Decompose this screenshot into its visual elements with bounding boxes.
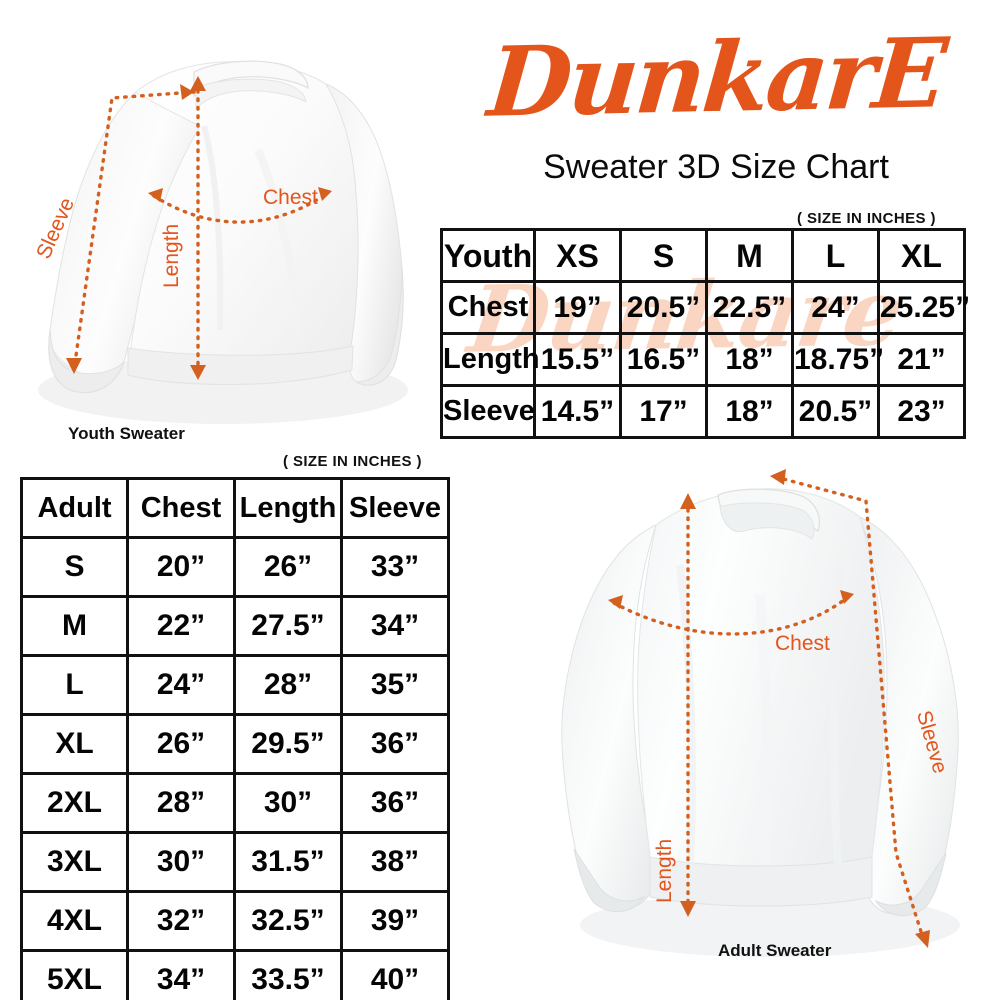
youth-row-label-sleeve: Sleeve (440, 384, 536, 439)
youth-chest-dimension-label: Chest (263, 186, 318, 209)
youth-sleeve-l: 20.5” (791, 384, 880, 439)
youth-sleeve-m: 18” (705, 384, 794, 439)
youth-size-units-note: ( SIZE IN INCHES ) (797, 210, 936, 227)
youth-length-dimension-label: Length (160, 223, 183, 288)
youth-col-header-m: M (705, 228, 794, 283)
adult-chest-2xl: 28” (126, 772, 236, 834)
youth-length-xs: 15.5” (533, 332, 622, 387)
page-title: Sweater 3D Size Chart (543, 148, 889, 186)
adult-size-xl: XL (20, 713, 129, 775)
adult-sweater-illustration (560, 445, 998, 975)
youth-length-measure-arrow (190, 76, 206, 380)
table-row-header: Youth XS S M L XL (440, 228, 966, 283)
table-row: M 22” 27.5” 34” (20, 595, 450, 657)
adult-chest-5xl: 34” (126, 949, 236, 1000)
adult-length-l: 28” (233, 654, 343, 716)
adult-size-units-note: ( SIZE IN INCHES ) (283, 453, 422, 470)
table-row: 2XL 28” 30” 36” (20, 772, 450, 834)
adult-length-measure-arrow (680, 493, 696, 917)
table-row: S 20” 26” 33” (20, 536, 450, 598)
youth-length-m: 18” (705, 332, 794, 387)
adult-size-3xl: 3XL (20, 831, 129, 893)
adult-sleeve-measure-arrow (770, 469, 930, 948)
adult-length-xl: 29.5” (233, 713, 343, 775)
youth-sweater-illustration (8, 30, 438, 450)
table-row: 3XL 30” 31.5” 38” (20, 831, 450, 893)
adult-size-table: Adult Chest Length Sleeve S 20” 26” 33” … (20, 477, 450, 1000)
brand-header: DunkarE Sweater 3D Size Chart (446, 16, 986, 208)
table-row: Chest 19” 20.5” 22.5” 24” 25.25” (440, 280, 970, 335)
adult-sleeve-s: 33” (340, 536, 450, 598)
adult-sweater-graphic (561, 469, 960, 957)
adult-chest-3xl: 30” (126, 831, 236, 893)
table-row: Length 15.5” 16.5” 18” 18.75” 21” (440, 332, 966, 387)
youth-chest-xl: 25.25” (877, 280, 970, 335)
youth-col-header-xl: XL (877, 228, 966, 283)
youth-chest-measure-arrow (148, 187, 332, 224)
adult-length-m: 27.5” (233, 595, 343, 657)
adult-size-s: S (20, 536, 129, 598)
adult-length-4xl: 32.5” (233, 890, 343, 952)
adult-length-3xl: 31.5” (233, 831, 343, 893)
adult-col-header-chest: Chest (126, 477, 236, 539)
adult-chest-4xl: 32” (126, 890, 236, 952)
adult-size-l: L (20, 654, 129, 716)
youth-chest-m: 22.5” (705, 280, 794, 335)
table-row: 4XL 32” 32.5” 39” (20, 890, 450, 952)
adult-col-header-sleeve: Sleeve (340, 477, 450, 539)
youth-chest-xs: 19” (533, 280, 622, 335)
table-row: L 24” 28” 35” (20, 654, 450, 716)
adult-chest-l: 24” (126, 654, 236, 716)
adult-sleeve-4xl: 39” (340, 890, 450, 952)
youth-col-header-s: S (619, 228, 708, 283)
adult-length-s: 26” (233, 536, 343, 598)
table-row: XL 26” 29.5” 36” (20, 713, 450, 775)
table-row: 5XL 34” 33.5” 40” (20, 949, 450, 1000)
adult-sleeve-xl: 36” (340, 713, 450, 775)
adult-size-4xl: 4XL (20, 890, 129, 952)
youth-row-label-length: Length (440, 332, 540, 387)
youth-chest-s: 20.5” (619, 280, 708, 335)
youth-sweater-graphic (38, 60, 408, 424)
youth-size-table: Youth XS S M L XL Chest 19” 20.5” 22.5” … (440, 228, 970, 439)
youth-sweater-caption: Youth Sweater (68, 424, 185, 443)
youth-sleeve-xl: 23” (877, 384, 966, 439)
adult-length-dimension-label: Length (653, 838, 676, 903)
youth-sleeve-measure-arrow (66, 84, 196, 374)
adult-size-2xl: 2XL (20, 772, 129, 834)
adult-size-5xl: 5XL (20, 949, 129, 1000)
youth-chest-l: 24” (791, 280, 880, 335)
adult-length-2xl: 30” (233, 772, 343, 834)
youth-col-header-xs: XS (533, 228, 622, 283)
youth-corner-label: Youth (440, 228, 536, 283)
youth-row-label-chest: Chest (440, 280, 536, 335)
adult-sweater-caption: Adult Sweater (718, 941, 832, 960)
adult-sleeve-5xl: 40” (340, 949, 450, 1000)
adult-chest-measure-arrow (608, 590, 854, 636)
adult-chest-m: 22” (126, 595, 236, 657)
youth-length-xl: 21” (877, 332, 966, 387)
youth-length-s: 16.5” (619, 332, 708, 387)
dunkare-logo: DunkarE (483, 16, 949, 139)
adult-chest-s: 20” (126, 536, 236, 598)
adult-sleeve-l: 35” (340, 654, 450, 716)
youth-col-header-l: L (791, 228, 880, 283)
adult-chest-xl: 26” (126, 713, 236, 775)
adult-col-header-size: Adult (20, 477, 129, 539)
adult-size-m: M (20, 595, 129, 657)
youth-sleeve-xs: 14.5” (533, 384, 622, 439)
adult-sleeve-2xl: 36” (340, 772, 450, 834)
adult-length-5xl: 33.5” (233, 949, 343, 1000)
youth-sleeve-s: 17” (619, 384, 708, 439)
adult-sleeve-3xl: 38” (340, 831, 450, 893)
adult-col-header-length: Length (233, 477, 343, 539)
adult-sleeve-m: 34” (340, 595, 450, 657)
table-row: Sleeve 14.5” 17” 18” 20.5” 23” (440, 384, 966, 439)
adult-chest-dimension-label: Chest (775, 632, 830, 655)
youth-length-l: 18.75” (791, 332, 884, 387)
table-row-header: Adult Chest Length Sleeve (20, 477, 450, 539)
